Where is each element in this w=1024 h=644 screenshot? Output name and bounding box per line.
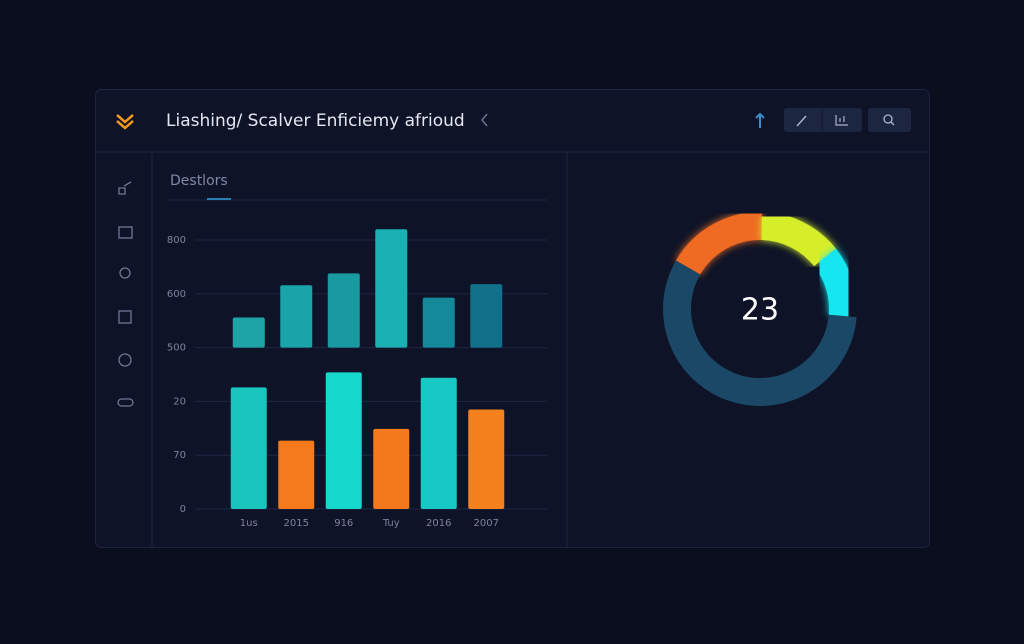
bar — [470, 284, 503, 348]
donut-segment — [760, 212, 837, 267]
search-handle — [890, 121, 895, 126]
donut-segment — [663, 260, 857, 406]
card — [95, 89, 930, 548]
nav-icon[interactable] — [119, 267, 131, 279]
bar — [278, 440, 315, 509]
bar — [422, 297, 455, 348]
nav-icon[interactable] — [117, 398, 134, 407]
y-tick-label: 20 — [173, 396, 186, 407]
y-tick-label: 600 — [167, 289, 186, 300]
donut-chart: 23 — [663, 212, 857, 406]
nav-icon[interactable] — [118, 353, 132, 367]
tool-group[interactable] — [784, 108, 862, 132]
x-tick-label: Tuy — [382, 518, 400, 529]
donut-segment — [675, 212, 763, 275]
bar — [373, 428, 410, 509]
nav-icon[interactable] — [118, 310, 132, 324]
chart-icon[interactable] — [835, 115, 848, 126]
logo[interactable] — [116, 114, 134, 130]
bar — [280, 285, 313, 348]
bar-chart: 0 70 20 500 600 800 1us 2015 916 Tuy 2016 2007 — [167, 229, 547, 529]
center-value: 23 — [741, 293, 779, 328]
x-tick-label: 1us — [240, 518, 258, 529]
x-tick-label: 916 — [334, 518, 353, 529]
search-icon — [883, 114, 893, 124]
bar — [232, 317, 265, 348]
nav-icon[interactable] — [118, 181, 132, 195]
pen-icon[interactable] — [796, 115, 807, 127]
bar — [420, 377, 457, 509]
bar — [325, 372, 362, 509]
header-title: Liashing/ Scalver Enficiemy afrioud — [166, 111, 465, 131]
search-button[interactable] — [868, 108, 911, 132]
upload-icon[interactable] — [755, 112, 765, 128]
y-tick-label: 0 — [180, 504, 186, 515]
donut-segment — [813, 248, 857, 318]
bar — [375, 229, 408, 348]
nav-icon[interactable] — [118, 226, 133, 239]
x-tick-label: 2015 — [284, 518, 309, 529]
y-tick-label: 800 — [167, 235, 186, 246]
x-tick-label: 2016 — [426, 518, 451, 529]
back-button[interactable] — [481, 113, 488, 127]
y-tick-label: 70 — [173, 450, 186, 461]
bar — [468, 409, 505, 509]
sidebar-icons — [117, 181, 134, 407]
panel-title: Destlors — [170, 173, 228, 189]
bar — [230, 387, 267, 509]
bar — [327, 273, 360, 348]
x-tick-label: 2007 — [474, 518, 499, 529]
y-tick-label: 500 — [167, 343, 186, 354]
